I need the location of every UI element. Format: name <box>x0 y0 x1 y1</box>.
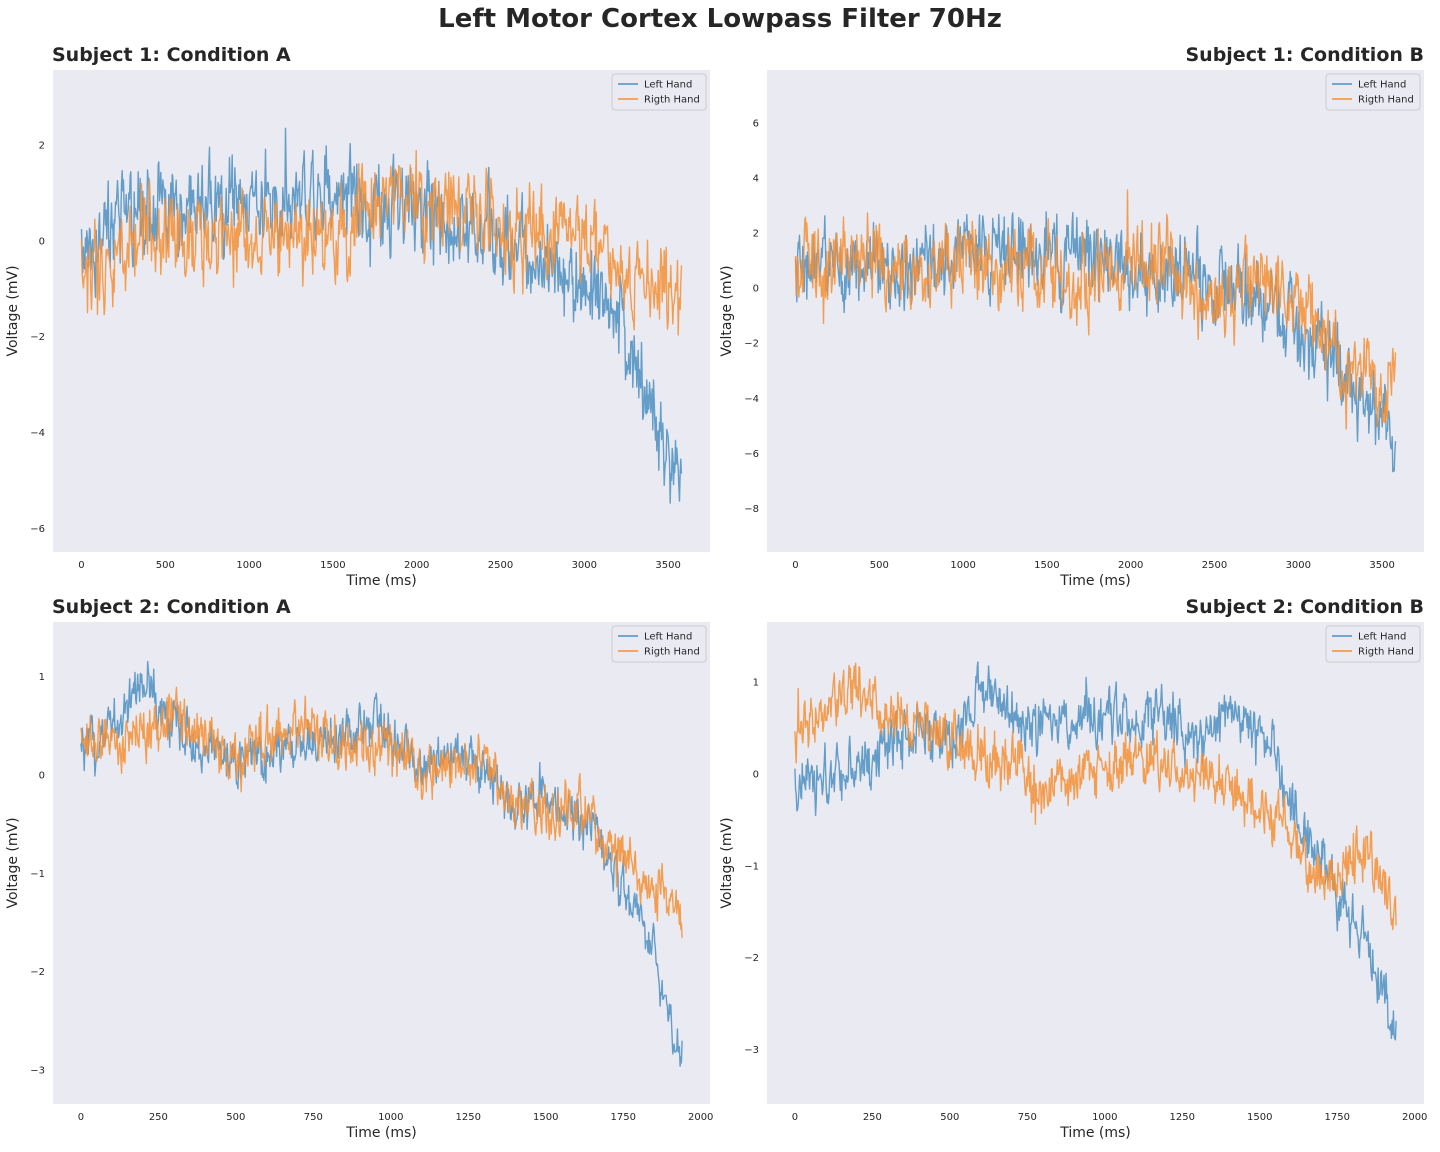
y-tick-label: −2 <box>30 332 45 343</box>
y-tick-label: 2 <box>753 229 759 240</box>
series-line-rigth-hand <box>80 686 683 938</box>
chart-panel-4: 0 250 500 750 1000 1250 1500 1750 2000 −3 −2 −1 0 1 Ti… <box>719 622 1427 1141</box>
x-tick-label: 1500 <box>1247 1112 1272 1123</box>
x-tick-label: 3000 <box>572 560 597 571</box>
series-line-rigth-hand <box>794 189 1397 430</box>
legend-label: Left Hand <box>644 632 692 643</box>
x-tick-label: 1250 <box>1170 1112 1195 1123</box>
panel-title-subject1-condition-a: Subject 1: Condition A <box>52 44 291 66</box>
y-tick-label: 0 <box>39 236 45 247</box>
x-tick-label: 0 <box>792 1112 798 1123</box>
legend-box <box>611 73 707 111</box>
x-axis-label: Time (ms) <box>1059 1125 1131 1141</box>
y-tick-label: −2 <box>30 967 45 978</box>
y-tick-label: −1 <box>744 861 759 872</box>
y-axis-label: Voltage (mV) <box>719 265 735 356</box>
panel-title-subject1-condition-b: Subject 1: Condition B <box>1185 44 1424 66</box>
x-tick-label: 2000 <box>688 1112 713 1123</box>
y-tick-label: 0 <box>753 769 759 780</box>
x-tick-label: 2000 <box>404 560 429 571</box>
x-tick-label: 500 <box>226 1112 245 1123</box>
y-tick-label: −6 <box>30 524 45 535</box>
series-line-left-hand <box>80 127 683 504</box>
x-tick-label: 0 <box>78 560 84 571</box>
x-tick-label: 3500 <box>655 560 680 571</box>
x-tick-label: 1750 <box>610 1112 635 1123</box>
x-axis-label: Time (ms) <box>345 573 417 589</box>
series-line-rigth-hand <box>80 149 683 336</box>
figure-title: Left Motor Cortex Lowpass Filter 70Hz <box>438 4 1002 34</box>
x-tick-label: 750 <box>1018 1112 1037 1123</box>
series-line-rigth-hand <box>794 662 1397 931</box>
x-tick-label: 500 <box>156 560 175 571</box>
legend-box <box>1325 73 1421 111</box>
y-axis-label: Voltage (mV) <box>719 817 735 908</box>
y-tick-label: −1 <box>30 869 45 880</box>
plot-area <box>767 70 1424 552</box>
y-tick-label: −2 <box>744 953 759 964</box>
x-tick-label: 1000 <box>950 560 975 571</box>
x-tick-label: 250 <box>149 1112 168 1123</box>
x-tick-label: 1750 <box>1324 1112 1349 1123</box>
x-tick-label: 3000 <box>1286 560 1311 571</box>
y-tick-label: −2 <box>744 339 759 350</box>
x-tick-label: 1000 <box>236 560 261 571</box>
x-tick-label: 1500 <box>533 1112 558 1123</box>
y-tick-label: 4 <box>753 173 759 184</box>
x-tick-label: 250 <box>863 1112 882 1123</box>
y-tick-label: −4 <box>30 428 45 439</box>
y-tick-label: −4 <box>744 394 759 405</box>
y-tick-label: 6 <box>753 118 759 129</box>
x-tick-label: 2000 <box>1402 1112 1427 1123</box>
chart-panel-1: 0 500 1000 1500 2000 2500 3000 3500 −6 −4 −2 0 2 Time… <box>5 70 710 589</box>
x-tick-label: 2000 <box>1118 560 1143 571</box>
y-tick-label: 1 <box>39 672 45 683</box>
y-tick-label: 0 <box>753 284 759 295</box>
legend: Left Hand Rigth Hand <box>1325 625 1421 663</box>
y-tick-label: −6 <box>744 449 759 460</box>
x-tick-label: 750 <box>304 1112 323 1123</box>
y-axis-label: Voltage (mV) <box>5 265 21 356</box>
y-tick-label: 2 <box>39 140 45 151</box>
x-tick-label: 1500 <box>1034 560 1059 571</box>
chart-panel-2: 0 500 1000 1500 2000 2500 3000 3500 −8 −6 −4 −2 0 2 4 6… <box>719 70 1424 589</box>
x-axis-label: Time (ms) <box>1059 573 1131 589</box>
x-tick-label: 500 <box>870 560 889 571</box>
x-tick-label: 0 <box>78 1112 84 1123</box>
x-tick-label: 3500 <box>1369 560 1394 571</box>
y-tick-label: 0 <box>39 770 45 781</box>
legend-label: Rigth Hand <box>644 95 700 106</box>
legend: Left Hand Rigth Hand <box>611 625 707 663</box>
x-axis-label: Time (ms) <box>345 1125 417 1141</box>
legend-box <box>611 625 707 663</box>
legend-label: Rigth Hand <box>1358 95 1414 106</box>
y-axis-label: Voltage (mV) <box>5 817 21 908</box>
legend-label: Rigth Hand <box>1358 647 1414 658</box>
legend-label: Left Hand <box>644 80 692 91</box>
y-tick-label: −8 <box>744 504 759 515</box>
chart-panel-3: 0 250 500 750 1000 1250 1500 1750 2000 −3 −2 −1 0 1 Ti… <box>5 622 713 1141</box>
legend-label: Rigth Hand <box>644 647 700 658</box>
panel-title-subject2-condition-a: Subject 2: Condition A <box>52 596 291 618</box>
x-tick-label: 500 <box>940 1112 959 1123</box>
y-tick-label: −3 <box>30 1066 45 1077</box>
plot-area <box>53 70 710 552</box>
panel-title-subject2-condition-b: Subject 2: Condition B <box>1185 596 1424 618</box>
legend-label: Left Hand <box>1358 80 1406 91</box>
legend-box <box>1325 625 1421 663</box>
y-tick-label: 1 <box>753 678 759 689</box>
legend: Left Hand Rigth Hand <box>1325 73 1421 111</box>
x-tick-label: 2500 <box>1202 560 1227 571</box>
x-tick-label: 1250 <box>456 1112 481 1123</box>
x-tick-label: 1500 <box>320 560 345 571</box>
legend: Left Hand Rigth Hand <box>611 73 707 111</box>
legend-label: Left Hand <box>1358 632 1406 643</box>
y-tick-label: −3 <box>744 1045 759 1056</box>
x-tick-label: 0 <box>792 560 798 571</box>
x-tick-label: 1000 <box>378 1112 403 1123</box>
x-tick-label: 1000 <box>1092 1112 1117 1123</box>
x-tick-label: 2500 <box>488 560 513 571</box>
